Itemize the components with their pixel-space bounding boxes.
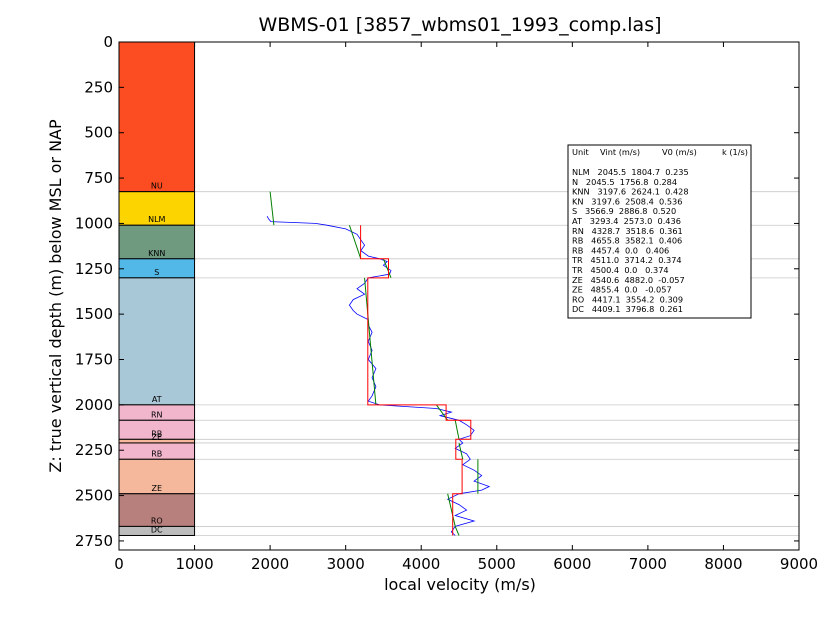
unit-block [118,458,196,495]
legend-row: DC 4409.1 3796.8 0.261 [572,304,683,314]
y-tick-label: 2500 [75,487,113,505]
y-tick-label: 1000 [75,214,113,232]
x-axis-label: local velocity (m/s) [384,575,536,594]
unit-label: AT [152,395,162,404]
y-axis-ticks: 0 250 500 750 1000 1250 1500 1750 2000 2250 2500 27… [75,33,799,550]
unit-label: NLM [148,215,165,224]
unit-label: DC [151,525,163,534]
trend-line [364,277,377,405]
velocity-legend-table: Unit Vint (m/s) V0 (m/s) k (1/s) NLM 2045.5 … [567,144,752,319]
trend-line [348,225,362,259]
legend-row: KN 3197.6 2508.4 0.536 [572,196,682,206]
unit-label: RB [151,429,162,438]
unit-block [118,41,196,193]
legend-row: N 2045.5 1756.8 0.284 [572,177,677,187]
y-tick-label: 250 [84,78,113,96]
y-tick-label: 2750 [75,532,113,550]
x-tick-label: 9000 [780,555,818,573]
legend-row: RB 4457.4 0.0 0.406 [572,245,669,255]
trend-line [269,191,275,226]
legend-row: ZE 4540.6 4882.0 -0.057 [572,275,685,285]
legend-row: AT 3293.4 2573.0 0.436 [572,216,681,226]
x-tick-label: 8000 [704,555,742,573]
y-tick-label: 2250 [75,441,113,459]
unit-block [118,493,196,527]
unit-block [118,277,196,406]
unit-label: RB [151,449,162,458]
x-axis-ticks: 0 1000 2000 3000 4000 5000 6000 7000 8000 9000 [114,42,818,573]
unit-label: ZE [152,484,163,493]
unit-label: RN [151,410,163,419]
x-tick-label: 0 [114,555,124,573]
legend-header: Vint (m/s) [600,147,640,157]
legend-row: RB 4655.8 3582.1 0.406 [572,236,682,246]
legend-row: TR 4500.4 0.0 0.374 [571,265,669,275]
y-tick-label: 500 [84,124,113,142]
y-axis-label: Z: true vertical depth (m) below MSL or … [46,119,65,473]
legend-header: k (1/s) [722,147,748,157]
trend-line [382,258,392,279]
interval-velocity-series [360,225,472,536]
unit-label: ZE [152,433,163,442]
unit-block [118,191,196,226]
legend-row: S 3566.9 2886.8 0.520 [572,206,676,216]
legend-row: RN 4328.7 3518.6 0.361 [572,226,683,236]
trend-line [454,526,460,536]
y-tick-label: 750 [84,169,113,187]
legend-row: KNN 3197.6 2624.1 0.428 [572,187,689,197]
y-tick-label: 0 [103,33,113,51]
legend-row: ZE 4855.4 0.0 -0.057 [572,285,672,295]
unit-label: KNN [148,249,165,258]
trend-line [447,493,456,527]
chart-title: WBMS-01 [3857_wbms01_1993_comp.las] [258,14,661,36]
x-tick-label: 7000 [629,555,667,573]
legend-header: Unit [572,147,589,157]
plot-frame [118,41,800,551]
y-tick-label: 2000 [75,396,113,414]
x-tick-label: 5000 [478,555,516,573]
trend-line [454,420,460,440]
trend-line [458,442,464,460]
x-tick-label: 6000 [553,555,591,573]
x-tick-label: 2000 [251,555,289,573]
x-tick-label: 4000 [402,555,440,573]
y-tick-label: 1750 [75,351,113,369]
unit-label: RO [151,516,163,525]
x-tick-label: 1000 [175,555,213,573]
y-tick-label: 1500 [75,305,113,323]
x-tick-label: 3000 [327,555,365,573]
unit-label: NU [151,182,163,191]
legend-box [567,144,752,319]
log-velocity-series [266,216,491,536]
y-tick-label: 1250 [75,260,113,278]
legend-row: NLM 2045.5 1804.7 0.235 [572,167,689,177]
unit-label: S [154,268,159,277]
legend-row: TR 4511.0 3714.2 0.374 [571,255,682,265]
legend-header: V0 (m/s) [662,147,697,157]
legend-row: RO 4417.1 3554.2 0.309 [572,294,683,304]
